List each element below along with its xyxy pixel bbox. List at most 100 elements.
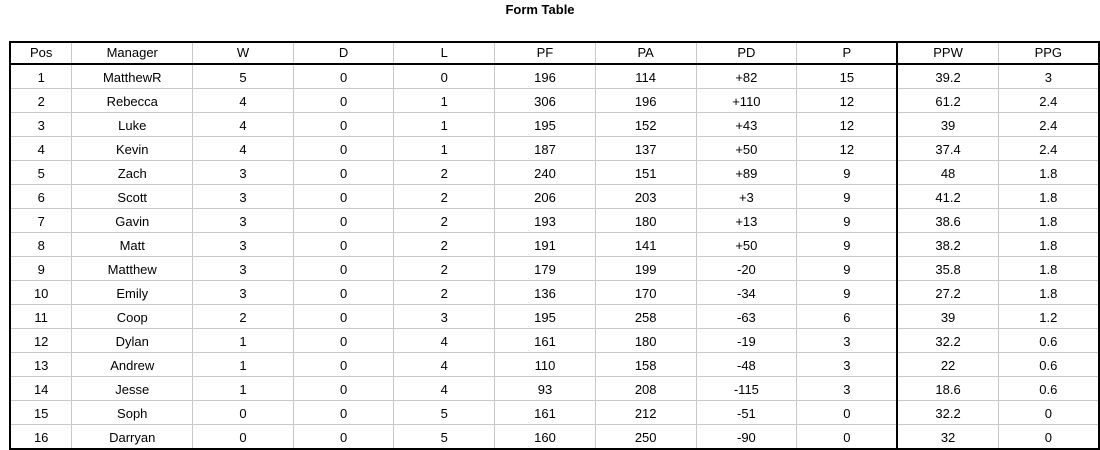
pd-value: +89	[735, 166, 758, 181]
cell-pos: 2	[9, 88, 73, 113]
pf-value: 196	[534, 70, 556, 85]
cell-d: 0	[292, 328, 395, 353]
d-value: 0	[340, 334, 348, 349]
cell-pd: +43	[695, 112, 798, 137]
cell-l: 4	[393, 352, 496, 377]
col-header-d: D	[292, 41, 395, 65]
w-value: 3	[239, 214, 247, 229]
pf-value: 179	[534, 262, 556, 277]
cell-pa: 158	[594, 352, 697, 377]
d-value: 0	[340, 94, 348, 109]
cell-pd: +89	[695, 160, 798, 185]
pos-value: 13	[33, 358, 49, 373]
col-header-pd: PD	[695, 41, 798, 65]
pos-value: 16	[33, 430, 49, 445]
ppg-value: 2.4	[1039, 94, 1058, 109]
cell-pa: 114	[594, 63, 697, 89]
cell-pa: 152	[594, 112, 697, 137]
table-row: 10 Emily 3 0 2 136 170 -34 9 27.2 1.8	[9, 280, 1100, 305]
ppg-value: 1.8	[1039, 286, 1058, 301]
pos-value: 14	[33, 382, 49, 397]
pf-value: 193	[534, 214, 556, 229]
cell-ppg: 1.8	[997, 184, 1100, 209]
table-row: 6 Scott 3 0 2 206 203 +3 9 41.2 1.8	[9, 184, 1100, 209]
pd-value: -90	[736, 430, 756, 445]
pd-value: -63	[736, 310, 756, 325]
d-value: 0	[340, 262, 348, 277]
cell-manager: Emily	[71, 280, 194, 305]
pf-value: 93	[537, 382, 553, 397]
ppg-value: 0.6	[1039, 382, 1058, 397]
cell-w: 1	[192, 352, 294, 377]
cell-p: 3	[796, 328, 898, 353]
p-value: 12	[839, 142, 855, 157]
w-value: 5	[239, 70, 247, 85]
pd-value: -34	[736, 286, 756, 301]
cell-pa: 208	[594, 376, 697, 401]
p-value: 9	[843, 214, 851, 229]
l-value: 2	[440, 166, 448, 181]
l-value: 2	[440, 238, 448, 253]
pos-value: 6	[37, 190, 45, 205]
cell-ppw: 27.2	[896, 280, 999, 305]
cell-pa: 141	[594, 232, 697, 257]
cell-pos: 6	[9, 184, 73, 209]
cell-p: 9	[796, 160, 898, 185]
l-value: 1	[440, 118, 448, 133]
cell-manager: Luke	[71, 112, 194, 137]
cell-d: 0	[292, 160, 395, 185]
cell-d: 0	[292, 232, 395, 257]
ppg-value: 1.8	[1039, 262, 1058, 277]
pos-value: 8	[37, 238, 45, 253]
cell-l: 2	[393, 256, 496, 281]
cell-pd: +50	[695, 232, 798, 257]
pf-value: 195	[534, 310, 556, 325]
cell-pf: 160	[494, 424, 596, 450]
l-value: 5	[440, 430, 448, 445]
cell-l: 2	[393, 280, 496, 305]
pos-value: 11	[34, 310, 48, 325]
manager-value: Kevin	[115, 142, 149, 157]
cell-d: 0	[292, 88, 395, 113]
manager-value: Dylan	[115, 334, 149, 349]
pf-value: 306	[534, 94, 556, 109]
cell-d: 0	[292, 136, 395, 161]
cell-w: 3	[192, 280, 294, 305]
cell-w: 3	[192, 160, 294, 185]
col-header-p: P	[796, 41, 898, 65]
cell-pos: 4	[9, 136, 73, 161]
cell-pf: 179	[494, 256, 596, 281]
cell-w: 0	[192, 424, 294, 450]
cell-ppg: 2.4	[997, 112, 1100, 137]
cell-manager: Kevin	[71, 136, 194, 161]
cell-p: 9	[796, 232, 898, 257]
cell-manager: Jesse	[71, 376, 194, 401]
cell-pf: 193	[494, 208, 596, 233]
w-value: 1	[239, 358, 247, 373]
cell-p: 12	[796, 136, 898, 161]
cell-d: 0	[292, 376, 395, 401]
cell-l: 2	[393, 208, 496, 233]
ppw-value: 32.2	[935, 406, 961, 421]
p-value: 3	[843, 382, 851, 397]
manager-value: Matthew	[107, 262, 157, 277]
w-value: 0	[239, 430, 247, 445]
p-value: 15	[839, 70, 855, 85]
cell-ppg: 0.6	[997, 328, 1100, 353]
manager-value: Coop	[116, 310, 148, 325]
table-row: 13 Andrew 1 0 4 110 158 -48 3 22 0.6	[9, 352, 1100, 377]
l-value: 2	[440, 262, 448, 277]
cell-w: 4	[192, 136, 294, 161]
w-value: 3	[239, 238, 247, 253]
d-value: 0	[340, 214, 348, 229]
cell-d: 0	[292, 304, 395, 329]
d-value: 0	[340, 382, 348, 397]
p-value: 12	[839, 94, 855, 109]
cell-pd: +82	[695, 63, 798, 89]
pf-value: 161	[534, 406, 556, 421]
cell-pf: 161	[494, 328, 596, 353]
cell-ppw: 38.6	[896, 208, 999, 233]
w-value: 1	[239, 382, 247, 397]
cell-pa: 250	[594, 424, 697, 450]
col-header-w: W	[192, 41, 294, 65]
